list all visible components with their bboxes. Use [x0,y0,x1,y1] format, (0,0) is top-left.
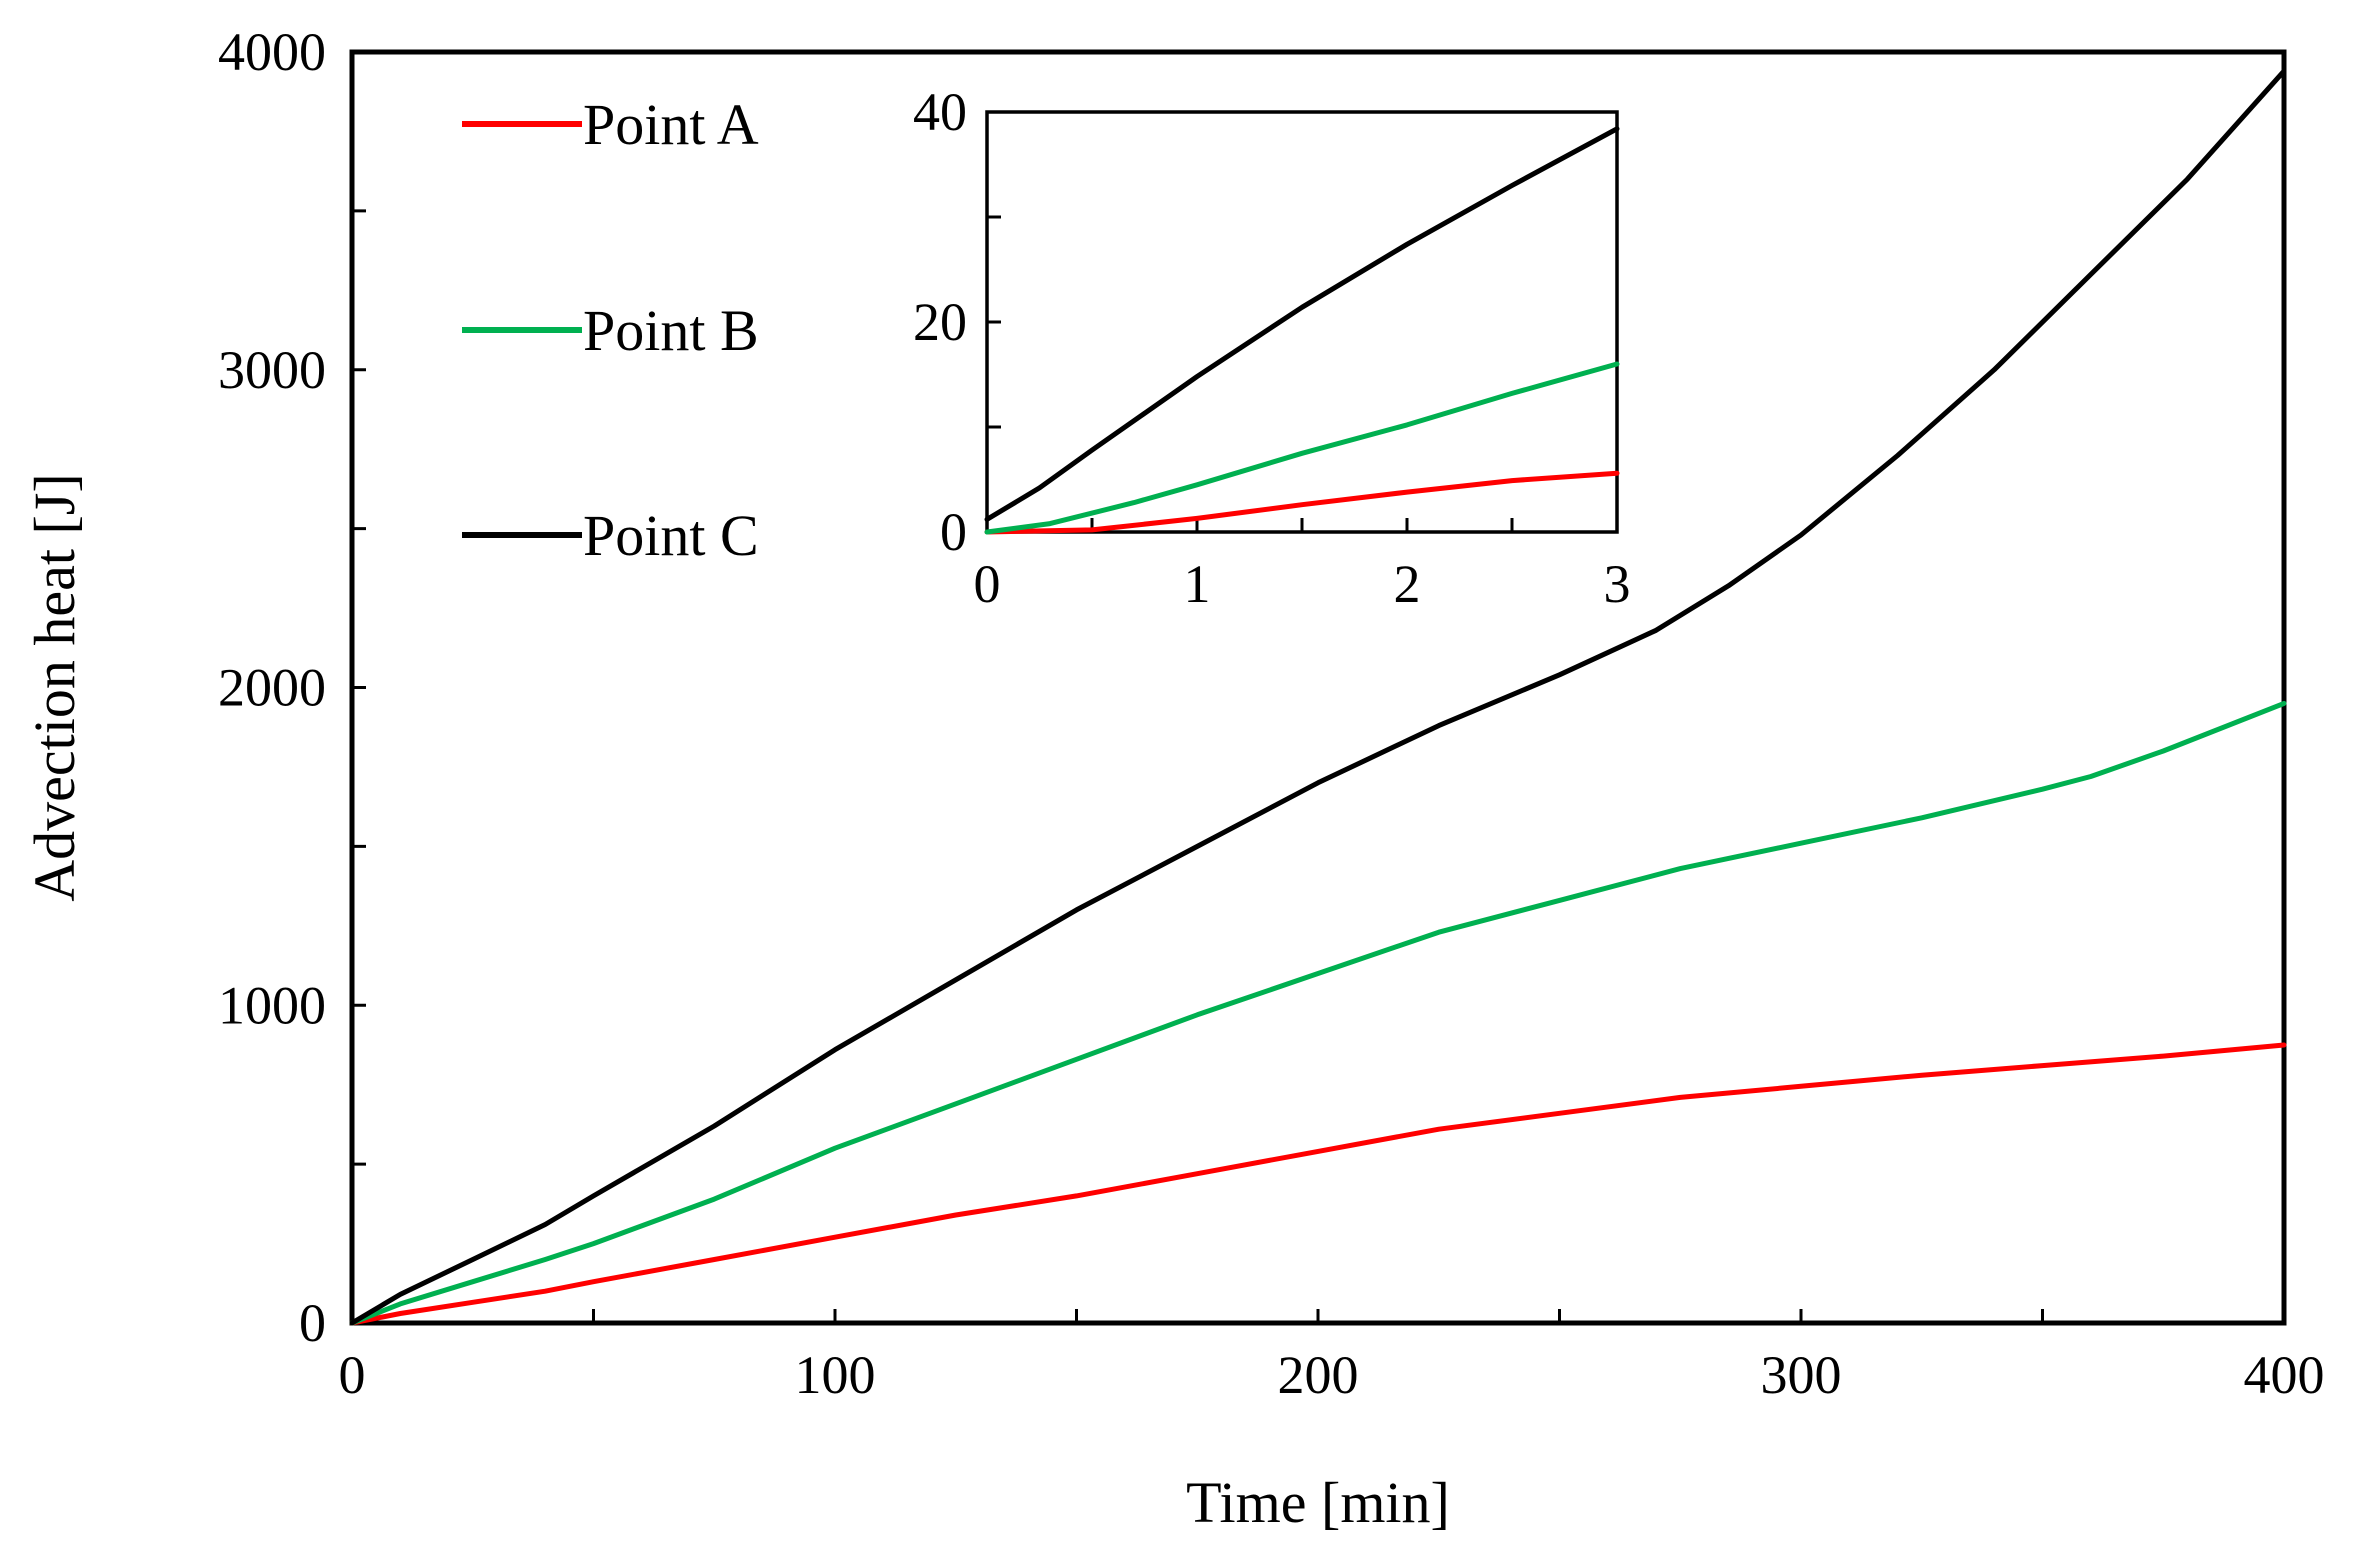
inset-x-tick-label: 0 [974,554,1001,614]
main-x-tick-label: 100 [795,1345,876,1405]
inset-y-tick-label: 40 [913,82,967,142]
inset-series-point-c [984,126,1620,522]
main-series-point-c [349,68,2287,1326]
inset-plot-frame [985,110,1619,534]
y-axis-title: Advection heat [J] [22,473,87,901]
main-y-tick-label: 1000 [218,975,326,1035]
main-x-tick-label: 200 [1278,1345,1359,1405]
x-axis-title: Time [min] [1186,1470,1450,1535]
main-x-tick-label: 0 [339,1345,366,1405]
main-series-point-b [349,700,2287,1326]
main-y-tick-label: 2000 [218,658,326,718]
main-x-tick-label: 300 [1761,1345,1842,1405]
main-y-tick-label: 3000 [218,340,326,400]
legend-label-point-b: Point B [583,298,759,363]
inset-series-point-a [984,470,1620,535]
legend-label-point-c: Point C [583,503,759,568]
main-y-tick-label: 4000 [218,22,326,82]
inset-x-tick-label: 3 [1604,554,1631,614]
legend [462,121,582,538]
inset-y-tick-label: 20 [913,292,967,352]
inset-x-tick-label: 1 [1184,554,1211,614]
inset-x-tick-label: 2 [1394,554,1421,614]
main-series-point-a [349,1042,2287,1326]
main-x-tick-label: 400 [2244,1345,2325,1405]
inset-y-tick-label: 0 [940,502,967,562]
inset-plot [984,110,1620,535]
inset-series-point-b [984,361,1620,535]
legend-label-point-a: Point A [583,92,759,157]
main-y-tick-label: 0 [299,1293,326,1353]
